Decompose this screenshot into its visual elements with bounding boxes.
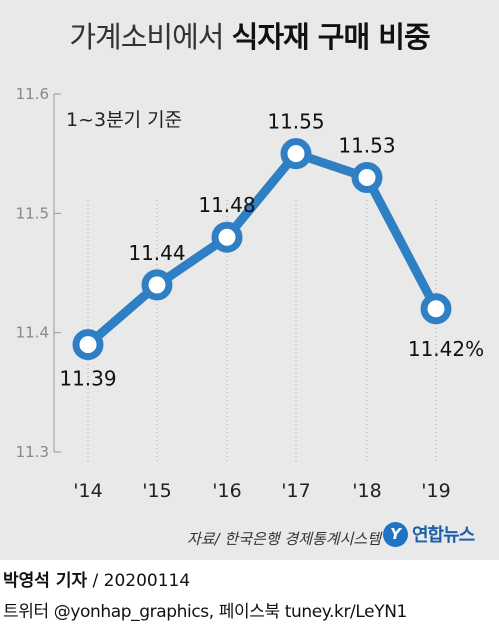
chart-subtitle: 1~3분기 기준 [66, 109, 182, 131]
y-tick-label: 11.3 [16, 443, 49, 461]
data-label: 11.39 [59, 367, 116, 391]
data-point [420, 293, 452, 325]
byline-date: / 20200114 [92, 571, 191, 591]
x-tick-label: '18 [352, 480, 381, 502]
y-tick-label: 11.6 [16, 85, 49, 103]
data-point [72, 329, 104, 361]
y-axis: 11.6 11.5 11.4 11.3 [16, 85, 61, 461]
x-tick-label: '16 [212, 480, 241, 502]
y-tick-label: 11.4 [16, 324, 49, 342]
title-bold: 식자재 구매 비중 [231, 20, 431, 54]
series-markers [72, 138, 452, 361]
x-tick-label: '15 [142, 480, 171, 502]
x-axis: '14 '15 '16 '17 '18 '19 [73, 480, 450, 502]
chart-title: 가계소비에서 식자재 구매 비중 [0, 14, 499, 56]
x-tick-label: '19 [421, 480, 450, 502]
source-note: 자료/ 한국은행 경제통계시스템 [187, 530, 381, 548]
title-light: 가계소비에서 [69, 20, 224, 54]
logo-text: 연합뉴스 [412, 525, 475, 546]
data-label: 11.53 [338, 134, 395, 158]
x-tick-label: '17 [281, 480, 310, 502]
data-point [351, 162, 383, 194]
data-label: 11.55 [267, 110, 324, 134]
byline: 박영석 기자 / 20200114 [3, 566, 190, 591]
data-point [280, 138, 312, 170]
data-labels: 11.39 11.44 11.48 11.55 11.53 11.42% [59, 110, 484, 391]
social-handles: 트위터 @yonhap_graphics, 페이스북 tuney.kr/LeYN… [3, 602, 407, 622]
logo-mark-icon: Y [383, 521, 408, 547]
byline-name: 박영석 기자 [3, 571, 88, 591]
data-point [211, 221, 243, 253]
data-label: 11.44 [128, 241, 185, 265]
x-tick-label: '14 [73, 480, 102, 502]
data-point [141, 269, 173, 301]
data-label: 11.48 [198, 193, 255, 217]
line-chart: 11.6 11.5 11.4 11.3 1~3분기 기준 11.39 11.44 11.4… [16, 85, 485, 502]
data-label: 11.42% [408, 337, 484, 361]
yonhap-logo: Y 연합뉴스 [383, 521, 475, 547]
y-tick-label: 11.5 [16, 204, 49, 222]
vertical-gridlines [87, 200, 437, 462]
